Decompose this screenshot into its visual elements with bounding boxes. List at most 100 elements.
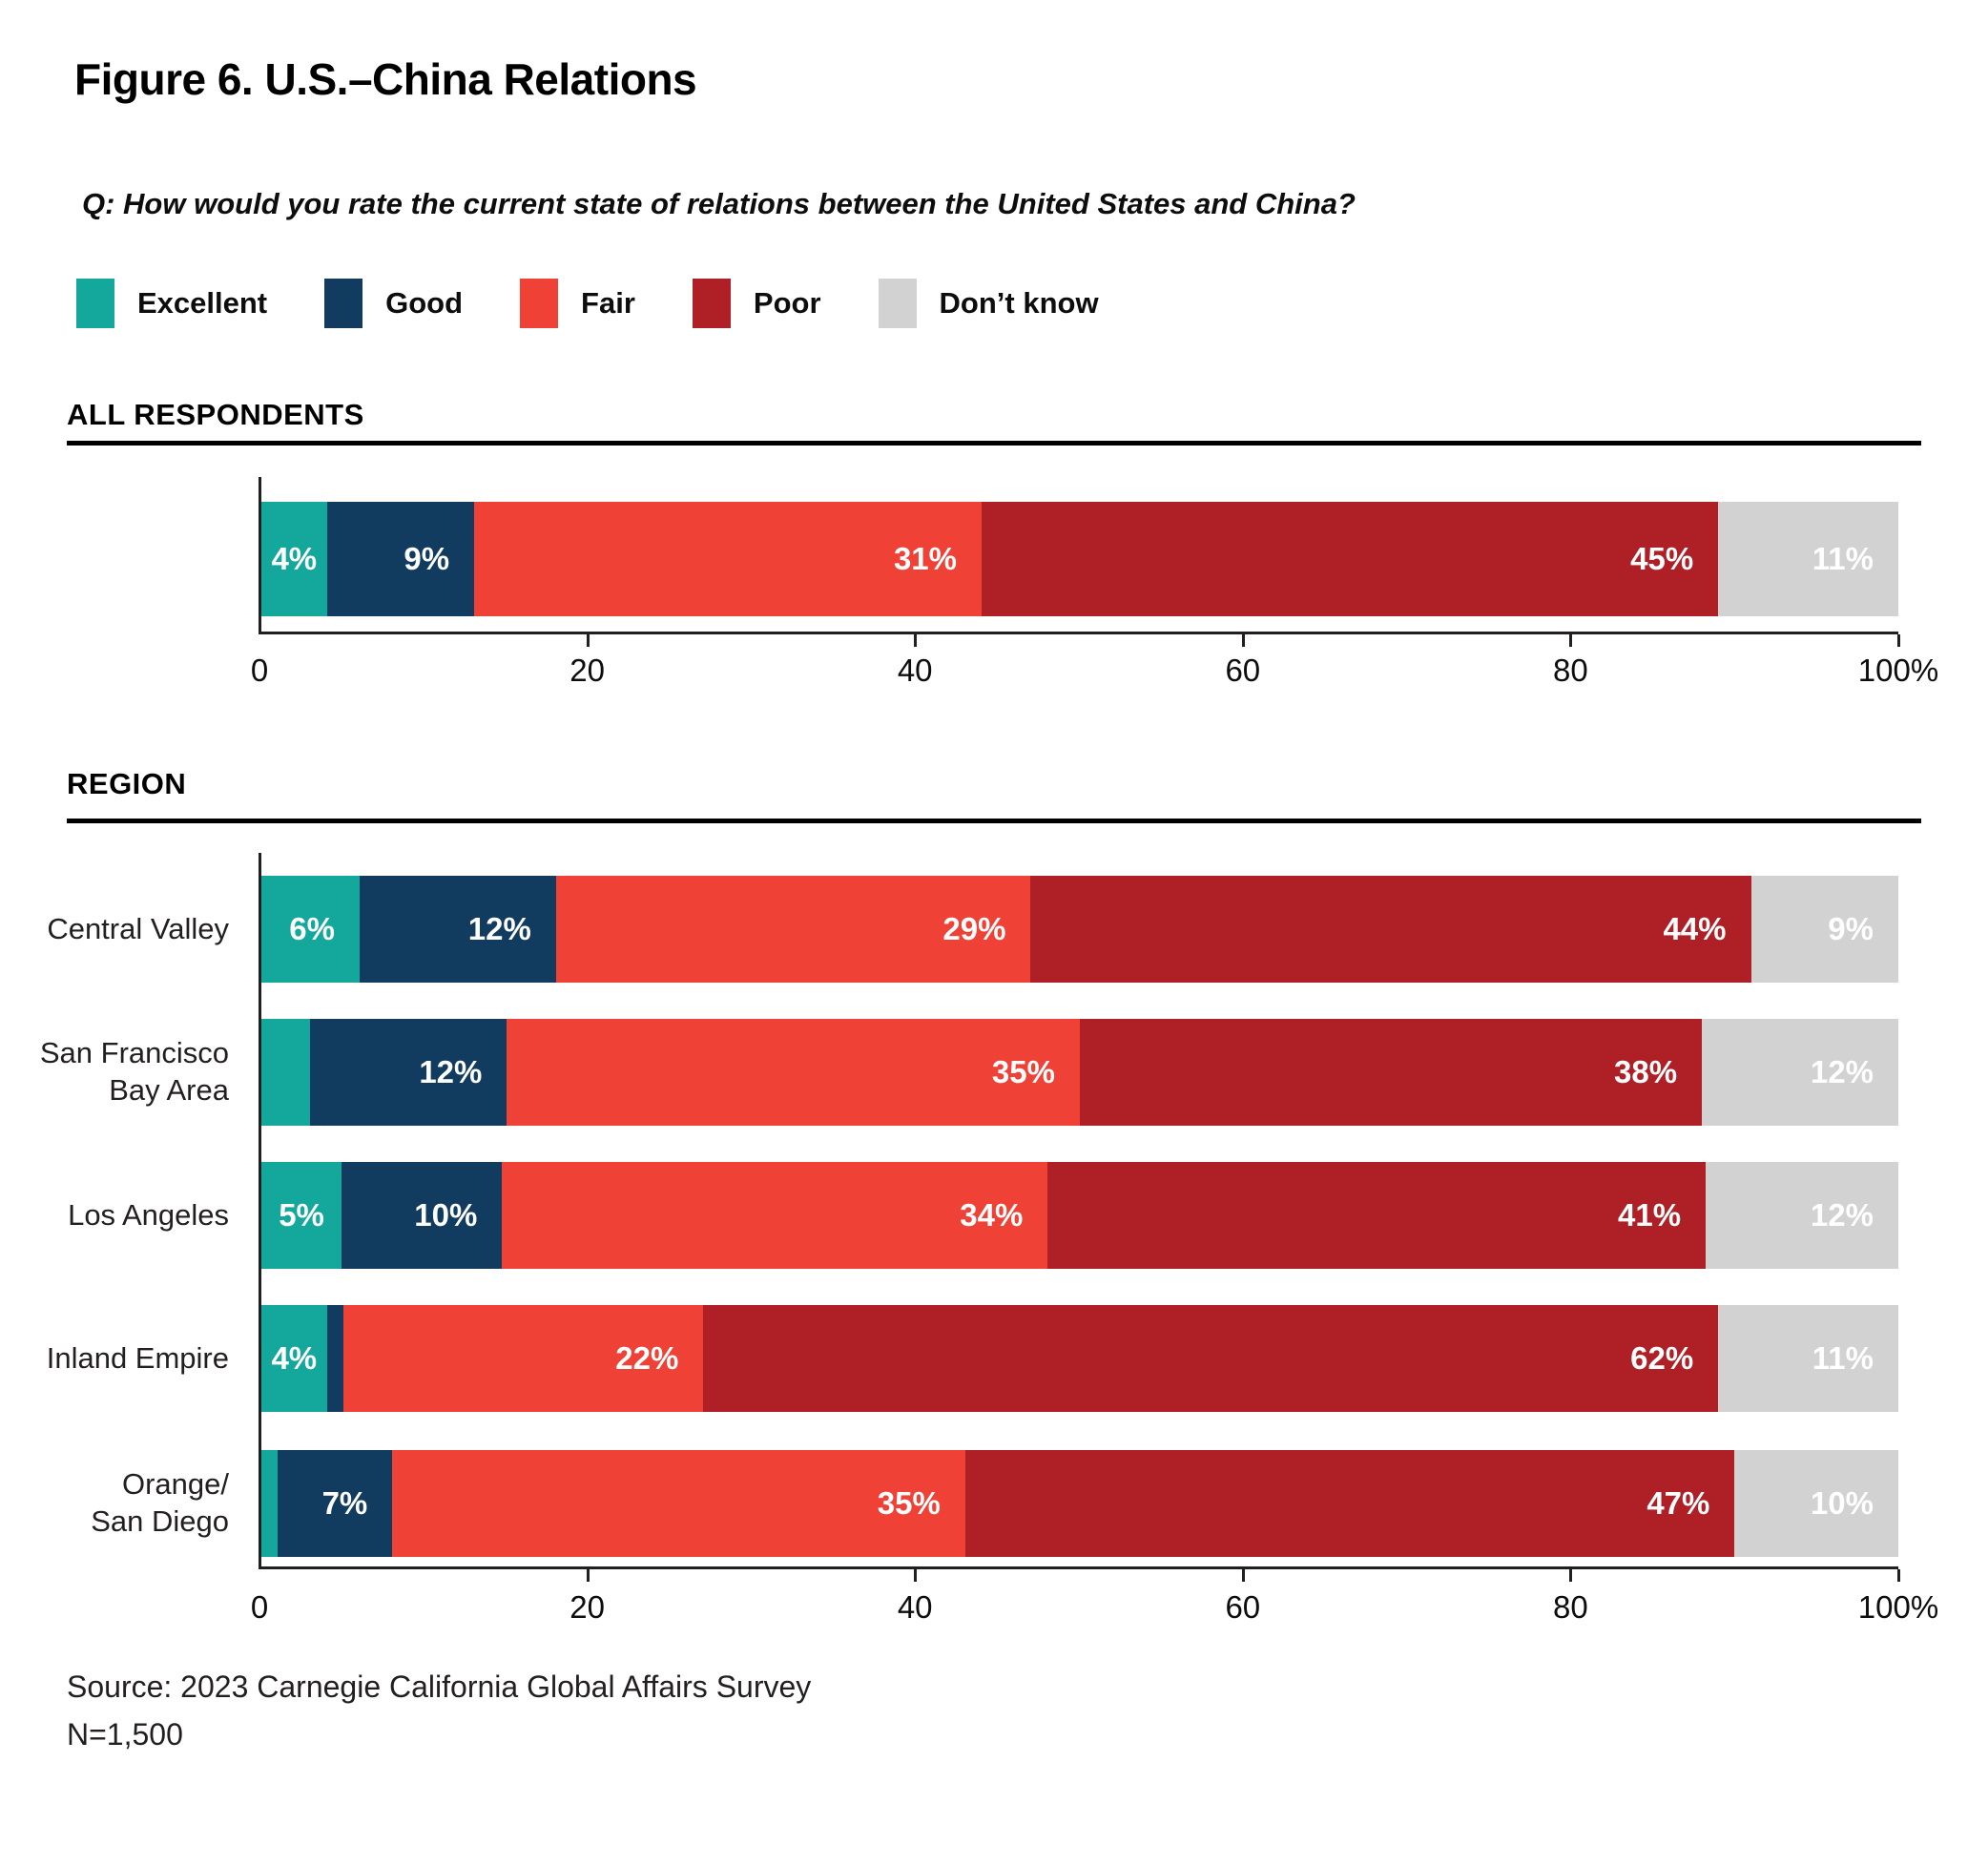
x-axis-tick-label: 0 <box>250 653 269 688</box>
x-axis-tick-label: 60 <box>1225 653 1261 688</box>
bar-value-label: 4% <box>271 541 318 576</box>
legend-label: Don’t know <box>939 286 1099 320</box>
bar-segment-fair: 34% <box>502 1162 1048 1269</box>
bar-segment-don-t-know: 11% <box>1718 502 1898 616</box>
bar-value-label: 45% <box>1630 541 1694 576</box>
row-label-san-francisco-bay-area: San Francisco Bay Area <box>39 1036 229 1107</box>
bar-segment-poor: 47% <box>964 1450 1735 1557</box>
x-axis-tick <box>1241 1569 1245 1582</box>
bar-row: 5% 10% 34% 41% 12% <box>261 1162 1898 1269</box>
legend-item-good: Good <box>324 279 463 328</box>
bar-segment-good: 10% <box>342 1162 503 1269</box>
bar-row: 6% 12% 29% 44% 9% <box>261 876 1898 983</box>
bar-value-label: 9% <box>1828 911 1874 946</box>
bar-segment-don-t-know: 11% <box>1718 1305 1898 1412</box>
bar-value-label: 9% <box>404 541 450 576</box>
bar-row: 12% 35% 38% 12% <box>261 1019 1898 1126</box>
x-axis-tick-label: 100% <box>1857 1589 1939 1625</box>
bar-segment-fair: 31% <box>474 502 983 616</box>
bar-segment-fair: 35% <box>507 1019 1080 1126</box>
legend-swatch-excellent-icon <box>76 279 114 328</box>
row-label-inland-empire: Inland Empire <box>46 1340 229 1375</box>
bar-row: 4% 9% 31% 45% 11% <box>261 502 1898 616</box>
survey-question: Q: How would you rate the current state … <box>82 187 1356 220</box>
section-header-region: REGION <box>67 767 187 800</box>
legend-swatch-don-t-know-icon <box>878 279 917 328</box>
bar-value-label: 31% <box>893 541 958 576</box>
bar-value-label: 62% <box>1630 1340 1694 1376</box>
figure-title: Figure 6. U.S.–China Relations <box>74 54 697 104</box>
section-rule <box>67 819 1921 823</box>
bar-value-label: 10% <box>1810 1485 1874 1521</box>
bar-value-label: 11% <box>1812 1340 1874 1376</box>
bar-segment-poor: 38% <box>1079 1019 1703 1126</box>
x-axis-tick-label: 40 <box>897 1589 933 1625</box>
bar-segment-good: 7% <box>278 1450 393 1557</box>
x-axis-tick <box>1569 634 1573 647</box>
bar-value-label: 22% <box>615 1340 679 1376</box>
bar-value-label: 12% <box>1810 1197 1874 1233</box>
bar-value-label: 12% <box>419 1054 483 1089</box>
bar-segment-poor: 41% <box>1047 1162 1707 1269</box>
bar-value-label: 5% <box>279 1197 324 1233</box>
bar-value-label: 44% <box>1663 911 1727 946</box>
row-label-central-valley: Central Valley <box>47 911 229 945</box>
x-axis-tick <box>1241 634 1245 647</box>
section-rule <box>67 441 1921 446</box>
source-note: Source: 2023 Carnegie California Global … <box>67 1669 812 1704</box>
legend-label: Fair <box>581 286 635 320</box>
x-axis-tick <box>1897 1569 1900 1582</box>
bar-value-label: 12% <box>1810 1054 1874 1089</box>
bar-value-label: 4% <box>271 1340 318 1376</box>
bar-value-label: 38% <box>1613 1054 1678 1089</box>
x-axis-tick-label: 20 <box>569 1589 605 1625</box>
sample-size: N=1,500 <box>67 1717 183 1752</box>
y-axis-line <box>259 477 261 634</box>
bar-value-label: 12% <box>467 911 531 946</box>
bar-value-label: 6% <box>289 911 335 946</box>
x-axis-tick <box>1897 634 1900 647</box>
bar-segment-fair: 35% <box>392 1450 965 1557</box>
x-axis-tick-label: 20 <box>569 653 605 688</box>
bar-segment-good: 12% <box>310 1019 507 1126</box>
x-axis-tick-label: 80 <box>1553 653 1588 688</box>
x-axis-tick <box>914 1569 918 1582</box>
x-axis-tick-label: 80 <box>1553 1589 1588 1625</box>
bar-segment-excellent: 6% <box>261 876 360 983</box>
x-axis-tick-label: 100% <box>1857 653 1939 688</box>
bar-value-label: 35% <box>877 1485 941 1521</box>
legend: Excellent Good Fair Poor Don’t know <box>76 279 1099 328</box>
bar-segment-poor: 62% <box>703 1305 1719 1412</box>
x-axis-tick <box>914 634 918 647</box>
bar-segment-good: 9% <box>326 502 475 616</box>
bar-segment-excellent: 5% <box>261 1162 342 1269</box>
x-axis-line <box>259 1566 1898 1569</box>
legend-swatch-poor-icon <box>692 279 731 328</box>
bar-value-label: 47% <box>1646 1485 1710 1521</box>
bar-segment-excellent <box>261 1450 279 1557</box>
bar-value-label: 29% <box>942 911 1006 946</box>
bar-segment-poor: 45% <box>982 502 1719 616</box>
legend-item-don-t-know: Don’t know <box>878 279 1099 328</box>
row-label-los-angeles: Los Angeles <box>68 1197 229 1232</box>
bar-segment-don-t-know: 10% <box>1734 1450 1898 1557</box>
bar-row: 4% 22% 62% 11% <box>261 1305 1898 1412</box>
legend-swatch-fair-icon <box>520 279 559 328</box>
section-header-all-respondents: ALL RESPONDENTS <box>67 398 364 431</box>
bar-segment-don-t-know: 12% <box>1706 1162 1898 1269</box>
bar-segment-good: 12% <box>359 876 556 983</box>
x-axis-line <box>259 632 1898 634</box>
legend-item-poor: Poor <box>692 279 821 328</box>
legend-item-excellent: Excellent <box>76 279 267 328</box>
x-axis-tick-label: 0 <box>250 1589 269 1625</box>
legend-label: Good <box>385 286 464 320</box>
bar-segment-excellent <box>261 1019 311 1126</box>
bar-segment-excellent: 4% <box>261 502 327 616</box>
bar-value-label: 10% <box>414 1197 478 1233</box>
bar-segment-fair: 29% <box>555 876 1031 983</box>
bar-segment-don-t-know: 12% <box>1702 1019 1898 1126</box>
bar-value-label: 35% <box>991 1054 1055 1089</box>
legend-swatch-good-icon <box>324 279 363 328</box>
x-axis-tick-label: 40 <box>897 653 933 688</box>
